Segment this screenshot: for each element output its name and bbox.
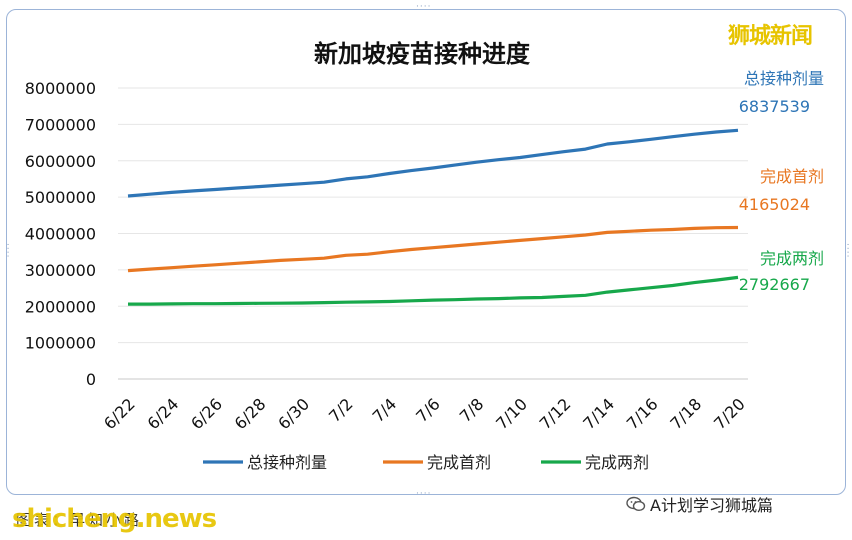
x-tick-label: 6/26 (187, 394, 226, 433)
watermark-bottom: shicheng.news (12, 504, 217, 534)
series-end-name: 完成两剂 (760, 249, 824, 268)
selection-handle-right[interactable]: ···· (842, 243, 852, 259)
x-tick-label: 7/4 (369, 394, 401, 426)
x-tick-label: 7/2 (325, 394, 357, 426)
x-tick-label: 7/14 (579, 394, 618, 433)
legend-label: 完成两剂 (585, 453, 649, 472)
x-axis-ticks: 6/22 6/24 6/26 6/28 6/30 7/2 7/4 7/6 7/8 7/10 7/12… (100, 394, 749, 433)
y-tick-label: 1000000 (25, 334, 96, 353)
chart-title: 新加坡疫苗接种进度 (314, 40, 531, 68)
x-tick-label: 6/30 (274, 394, 313, 433)
x-tick-label: 7/16 (623, 394, 662, 433)
x-tick-label: 7/20 (710, 394, 749, 433)
grid-lines (118, 87, 748, 380)
source-note: 图表：早知小路 (16, 511, 143, 529)
series-end-value: 2792667 (739, 275, 810, 294)
y-tick-label: 5000000 (25, 188, 96, 207)
series-end-name: 总接种剂量 (744, 69, 824, 88)
legend: 总接种剂量 完成首剂 完成两剂 (203, 453, 649, 472)
wechat-icon (626, 496, 646, 512)
x-tick-label: 6/24 (144, 394, 183, 433)
series-end-labels: 总接种剂量 6837539 完成首剂 4165024 完成两剂 2792667 (739, 69, 824, 294)
wechat-tag-label: A计划学习狮城篇 (650, 496, 773, 515)
x-tick-label: 7/18 (666, 394, 705, 433)
x-tick-label: 7/10 (492, 394, 531, 433)
y-tick-label: 6000000 (25, 152, 96, 171)
series-line-1 (127, 225, 739, 273)
y-axis-ticks: 0 1000000 2000000 3000000 4000000 5000000 6000… (25, 79, 96, 389)
series-line-0 (127, 128, 739, 198)
legend-label: 总接种剂量 (247, 453, 327, 472)
series-line-2 (128, 275, 739, 306)
y-tick-label: 2000000 (25, 297, 96, 316)
selection-handle-bottom[interactable]: ···· (416, 489, 432, 499)
selection-handle-left[interactable]: ···· (2, 243, 12, 259)
y-tick-label: 4000000 (25, 225, 96, 244)
series-end-value: 4165024 (739, 195, 810, 214)
selection-handle-top[interactable]: ···· (416, 2, 432, 12)
series-lines (127, 128, 739, 306)
x-tick-label: 7/12 (536, 394, 575, 433)
series-end-value: 6837539 (739, 97, 810, 116)
legend-label: 完成首剂 (427, 453, 491, 472)
chart-frame (6, 9, 846, 495)
wechat-tag: A计划学习狮城篇 (626, 492, 773, 516)
y-tick-label: 3000000 (25, 261, 96, 280)
x-tick-label: 6/28 (231, 394, 270, 433)
y-tick-label: 8000000 (25, 79, 96, 98)
x-tick-label: 7/6 (412, 394, 444, 426)
y-tick-label: 0 (86, 370, 96, 389)
x-tick-label: 6/22 (100, 394, 139, 433)
series-end-name: 完成首剂 (760, 167, 824, 186)
watermark-top: 狮城新闻 (728, 24, 813, 49)
x-tick-label: 7/8 (456, 394, 488, 426)
y-tick-label: 7000000 (25, 115, 96, 134)
